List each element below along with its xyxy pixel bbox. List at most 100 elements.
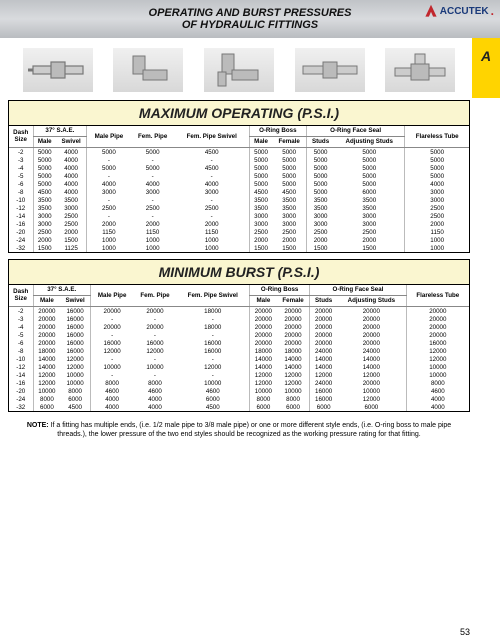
operating-table: Dash Size 37° S.A.E. Male Pipe Fem. Pipe… bbox=[9, 126, 469, 252]
cell: 5000 bbox=[249, 148, 272, 157]
col-ofs-adj: Adjusting Studs bbox=[334, 137, 405, 148]
cell: -5 bbox=[9, 331, 33, 339]
col-sae-male: Male bbox=[33, 137, 56, 148]
col-sae-swivel: Swivel bbox=[60, 296, 90, 307]
cell: 20000 bbox=[337, 379, 406, 387]
cell: 12000 bbox=[406, 355, 469, 363]
cell: 14000 bbox=[310, 363, 337, 371]
cell: 12000 bbox=[177, 363, 250, 371]
table-row: -620000160001600016000160002000020000200… bbox=[9, 339, 469, 347]
cell: 10000 bbox=[406, 363, 469, 371]
cell: 10000 bbox=[406, 371, 469, 379]
fitting-image-2 bbox=[113, 48, 183, 92]
cell: 1500 bbox=[56, 236, 87, 244]
cell: 3500 bbox=[306, 196, 334, 204]
cell: 16000 bbox=[177, 339, 250, 347]
cell: 10000 bbox=[177, 379, 250, 387]
cell: 5000 bbox=[334, 180, 405, 188]
cell: -12 bbox=[9, 363, 33, 371]
cell: 12000 bbox=[133, 347, 176, 355]
cell: -16 bbox=[9, 220, 33, 228]
cell: 24000 bbox=[337, 347, 406, 355]
cell: 8000 bbox=[277, 395, 310, 403]
table-row: -420000160002000020000180002000020000200… bbox=[9, 323, 469, 331]
cell: -6 bbox=[9, 339, 33, 347]
table-row: -250004000500050004500500050005000500050… bbox=[9, 148, 469, 157]
cell: - bbox=[175, 172, 249, 180]
table-row: -32000016000---2000020000200002000020000 bbox=[9, 315, 469, 323]
cell: 16000 bbox=[60, 347, 90, 355]
cell: 4600 bbox=[406, 387, 469, 395]
cell: 5000 bbox=[272, 164, 306, 172]
cell: 20000 bbox=[33, 323, 60, 331]
cell: 8000 bbox=[250, 395, 277, 403]
col-sae37: 37° S.A.E. bbox=[33, 126, 87, 137]
cell: 20000 bbox=[337, 307, 406, 316]
cell: 16000 bbox=[406, 339, 469, 347]
cell: 1000 bbox=[87, 244, 131, 252]
cell: 10000 bbox=[250, 387, 277, 395]
cell: 8000 bbox=[133, 379, 176, 387]
col-oring-boss: O-Ring Boss bbox=[250, 285, 310, 296]
table-row: -550004000---50005000500050005000 bbox=[9, 172, 469, 180]
cell: 20000 bbox=[250, 307, 277, 316]
cell: - bbox=[177, 355, 250, 363]
cell: 3000 bbox=[405, 196, 469, 204]
cell: 2000 bbox=[334, 236, 405, 244]
cell: 10000 bbox=[337, 387, 406, 395]
fitting-image-3 bbox=[204, 48, 274, 92]
cell: -20 bbox=[9, 228, 33, 236]
burst-section: MINIMUM BURST (P.S.I.) Dash Size 37° S.A… bbox=[8, 259, 470, 412]
cell: - bbox=[177, 331, 250, 339]
cell: 4000 bbox=[406, 403, 469, 411]
cell: 2500 bbox=[175, 204, 249, 212]
cell: 6000 bbox=[177, 395, 250, 403]
cell: 3000 bbox=[334, 220, 405, 228]
cell: - bbox=[90, 355, 133, 363]
cell: 16000 bbox=[177, 347, 250, 355]
cell: 18000 bbox=[250, 347, 277, 355]
cell: 5000 bbox=[306, 148, 334, 157]
cell: 1500 bbox=[33, 244, 56, 252]
cell: 12000 bbox=[310, 371, 337, 379]
cell: - bbox=[131, 212, 175, 220]
cell: 3000 bbox=[272, 212, 306, 220]
cell: 6000 bbox=[310, 403, 337, 411]
cell: - bbox=[175, 156, 249, 164]
cell: 20000 bbox=[277, 323, 310, 331]
cell: 3000 bbox=[272, 220, 306, 228]
cell: 3500 bbox=[33, 196, 56, 204]
col-ofs-studs: Studs bbox=[306, 137, 334, 148]
cell: 20000 bbox=[33, 315, 60, 323]
cell: 20000 bbox=[406, 323, 469, 331]
cell: - bbox=[133, 371, 176, 379]
cell: 16000 bbox=[133, 339, 176, 347]
fitting-image-1 bbox=[23, 48, 93, 92]
cell: 24000 bbox=[310, 347, 337, 355]
cell: -6 bbox=[9, 180, 33, 188]
cell: 20000 bbox=[337, 323, 406, 331]
cell: 20000 bbox=[337, 331, 406, 339]
cell: 4000 bbox=[90, 403, 133, 411]
col-dash: Dash Size bbox=[9, 126, 33, 148]
cell: -14 bbox=[9, 371, 33, 379]
col-flareless: Flareless Tube bbox=[405, 126, 469, 148]
cell: 10000 bbox=[60, 371, 90, 379]
cell: 16000 bbox=[60, 323, 90, 331]
cell: 5000 bbox=[334, 172, 405, 180]
cell: 4000 bbox=[56, 156, 87, 164]
cell: -4 bbox=[9, 323, 33, 331]
cell: 12000 bbox=[337, 371, 406, 379]
cell: - bbox=[90, 371, 133, 379]
cell: 2500 bbox=[306, 228, 334, 236]
cell: 6000 bbox=[33, 403, 60, 411]
cell: 14000 bbox=[33, 363, 60, 371]
cell: 5000 bbox=[306, 188, 334, 196]
cell: 3000 bbox=[131, 188, 175, 196]
cell: 20000 bbox=[310, 315, 337, 323]
table-row: -1035003500---35003500350035003000 bbox=[9, 196, 469, 204]
cell: 4000 bbox=[56, 188, 87, 196]
cell: -10 bbox=[9, 196, 33, 204]
table-row: -220000160002000020000180002000020000200… bbox=[9, 307, 469, 316]
table-row: -201000080004600460046001000010000160001… bbox=[9, 387, 469, 395]
